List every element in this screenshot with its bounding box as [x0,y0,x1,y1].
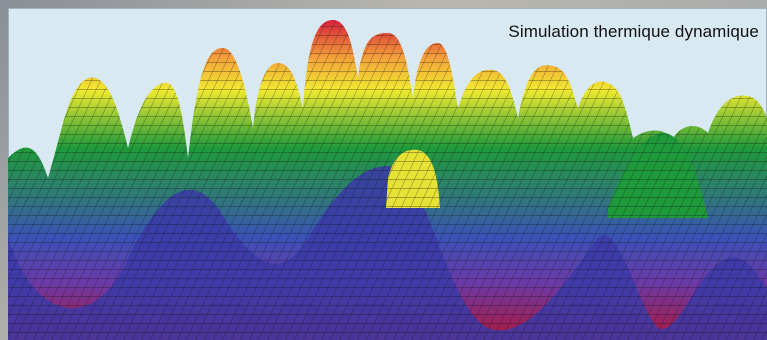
caption-label: Simulation thermique dynamique [508,22,759,41]
foreground-troughs [8,166,767,340]
front-peaks [386,133,708,218]
thermal-surface-plot [8,20,767,340]
simulation-panel: Simulation thermique dynamique [8,8,767,340]
